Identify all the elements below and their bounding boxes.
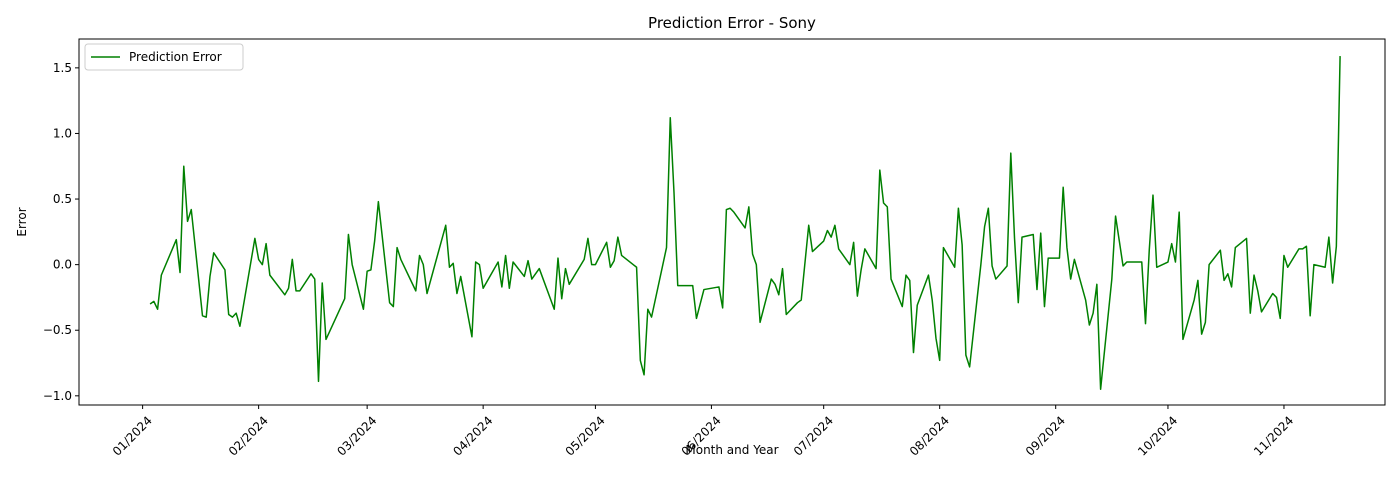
y-tick-label: −0.5: [43, 323, 72, 337]
y-tick-label: 1.0: [53, 126, 72, 140]
x-axis-title: Month and Year: [685, 443, 778, 457]
y-tick-label: 0.0: [53, 258, 72, 272]
y-tick-label: 0.5: [53, 192, 72, 206]
y-axis-title: Error: [15, 207, 29, 236]
legend-box: [84, 43, 244, 71]
series-line-0: [149, 56, 1341, 391]
chart-title: Prediction Error - Sony: [648, 14, 816, 32]
y-axis: −1.0 −0.5 0.0 0.5 1.0 1.5: [43, 61, 79, 403]
legend: Prediction Error: [84, 43, 244, 71]
series-layer: [149, 56, 1341, 391]
plot-area-frame: [78, 38, 1386, 406]
y-tick-label: 1.5: [53, 61, 72, 75]
y-tick-label: −1.0: [43, 389, 72, 403]
legend-label: Prediction Error: [129, 50, 222, 64]
